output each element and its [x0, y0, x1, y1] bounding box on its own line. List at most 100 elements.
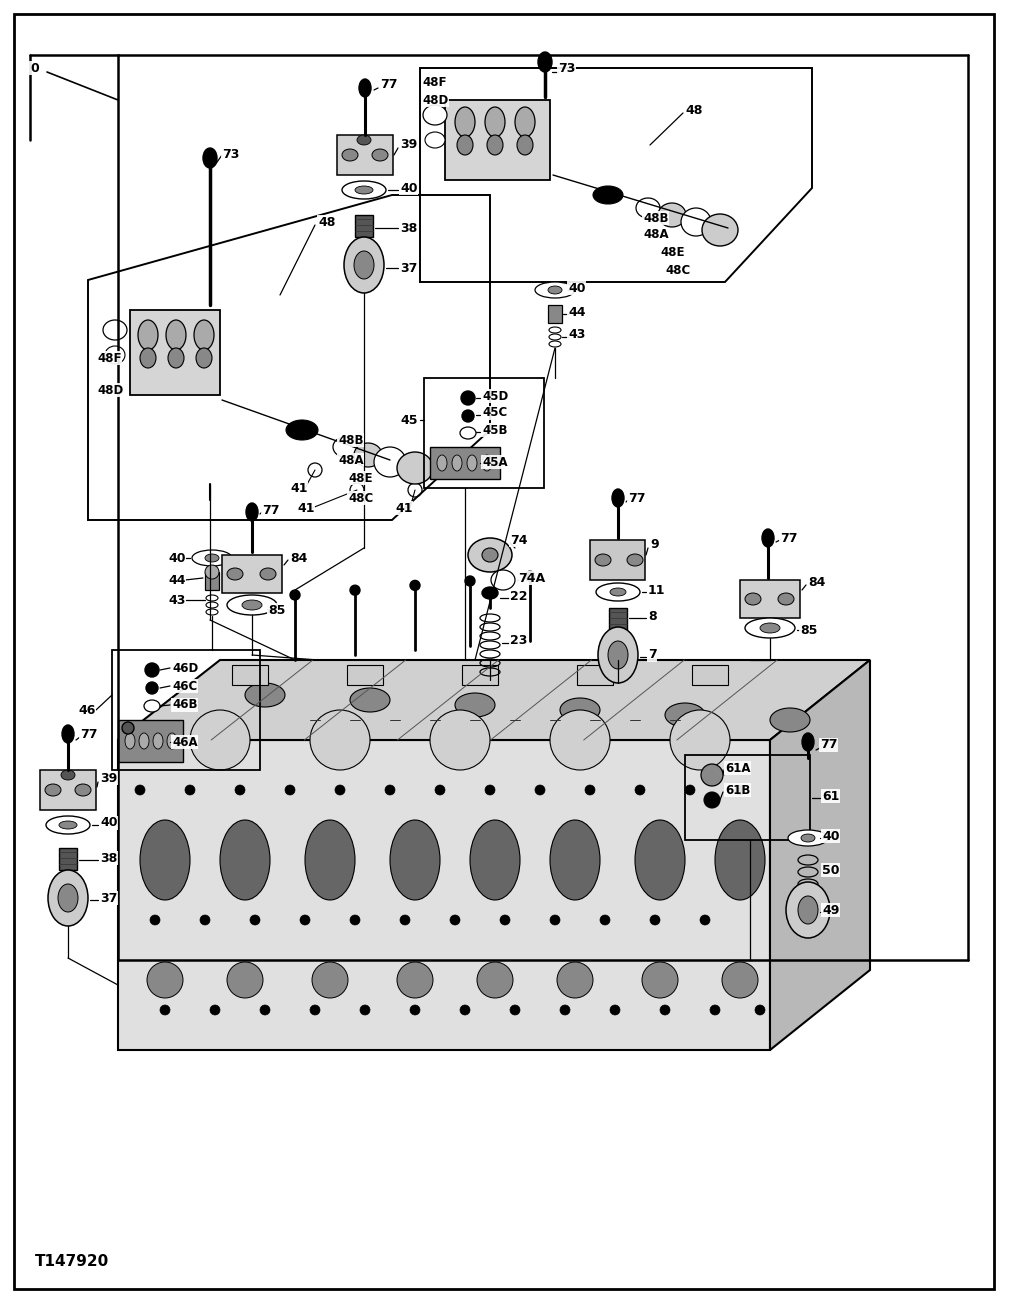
- Text: 85: 85: [800, 623, 817, 636]
- Ellipse shape: [372, 149, 388, 160]
- Bar: [445, 100, 550, 180]
- Circle shape: [704, 792, 720, 808]
- Circle shape: [400, 915, 410, 925]
- Ellipse shape: [194, 319, 214, 349]
- Ellipse shape: [192, 550, 232, 566]
- Circle shape: [250, 915, 260, 925]
- Circle shape: [190, 709, 250, 769]
- Ellipse shape: [467, 455, 477, 471]
- Polygon shape: [118, 739, 770, 1050]
- Circle shape: [462, 409, 474, 422]
- Ellipse shape: [487, 136, 503, 155]
- Circle shape: [385, 785, 395, 795]
- Text: 11: 11: [648, 583, 666, 596]
- Polygon shape: [118, 660, 870, 739]
- Ellipse shape: [45, 784, 61, 795]
- Ellipse shape: [627, 554, 643, 566]
- Text: 22: 22: [510, 591, 528, 604]
- Ellipse shape: [397, 962, 433, 998]
- Ellipse shape: [203, 147, 217, 168]
- Ellipse shape: [482, 587, 498, 599]
- Ellipse shape: [745, 618, 795, 638]
- Ellipse shape: [455, 692, 495, 717]
- Text: 73: 73: [558, 61, 575, 74]
- Circle shape: [500, 915, 510, 925]
- Bar: [462, 665, 498, 685]
- Text: 40: 40: [169, 552, 186, 565]
- Text: 45: 45: [400, 413, 418, 426]
- Ellipse shape: [786, 882, 830, 938]
- Circle shape: [350, 915, 360, 925]
- Ellipse shape: [196, 348, 212, 368]
- Circle shape: [145, 662, 159, 677]
- Circle shape: [600, 915, 610, 925]
- Ellipse shape: [468, 539, 512, 572]
- Circle shape: [335, 785, 345, 795]
- Circle shape: [585, 785, 595, 795]
- Ellipse shape: [642, 962, 678, 998]
- Text: 41: 41: [290, 481, 308, 494]
- Circle shape: [560, 1005, 570, 1015]
- Bar: [548, 305, 562, 323]
- Polygon shape: [770, 660, 870, 1050]
- Text: 46A: 46A: [172, 735, 198, 748]
- Ellipse shape: [205, 554, 219, 562]
- Circle shape: [135, 785, 145, 795]
- Ellipse shape: [355, 186, 373, 194]
- Ellipse shape: [801, 835, 815, 842]
- Text: 0: 0: [30, 61, 38, 74]
- Bar: [222, 556, 282, 593]
- Ellipse shape: [788, 831, 828, 846]
- Ellipse shape: [482, 548, 498, 562]
- Ellipse shape: [550, 820, 600, 900]
- Ellipse shape: [397, 452, 433, 484]
- Text: 48D: 48D: [97, 383, 123, 396]
- Bar: [112, 649, 260, 769]
- Text: 37: 37: [100, 892, 117, 905]
- Circle shape: [670, 709, 730, 769]
- Ellipse shape: [390, 820, 440, 900]
- Text: 49: 49: [822, 904, 839, 917]
- Text: 48: 48: [318, 215, 335, 228]
- Text: 40: 40: [100, 816, 117, 829]
- Text: 77: 77: [80, 729, 98, 742]
- Ellipse shape: [722, 962, 758, 998]
- Ellipse shape: [798, 896, 818, 925]
- Circle shape: [210, 1005, 220, 1015]
- Ellipse shape: [491, 570, 515, 589]
- Ellipse shape: [770, 708, 810, 732]
- Ellipse shape: [344, 237, 384, 293]
- Ellipse shape: [354, 443, 382, 467]
- Text: 46B: 46B: [172, 699, 198, 712]
- Circle shape: [700, 915, 710, 925]
- Ellipse shape: [227, 962, 263, 998]
- Circle shape: [510, 1005, 520, 1015]
- Ellipse shape: [140, 820, 190, 900]
- Text: 39: 39: [400, 138, 418, 151]
- Circle shape: [260, 1005, 270, 1015]
- Text: 85: 85: [268, 604, 286, 617]
- Text: 74: 74: [510, 533, 528, 546]
- Circle shape: [435, 785, 445, 795]
- Circle shape: [310, 1005, 320, 1015]
- Ellipse shape: [610, 588, 626, 596]
- Ellipse shape: [593, 186, 623, 203]
- Ellipse shape: [470, 820, 520, 900]
- Ellipse shape: [460, 426, 476, 439]
- Text: 41: 41: [297, 502, 315, 515]
- Text: 84: 84: [290, 552, 308, 565]
- Text: 45D: 45D: [482, 390, 509, 403]
- Ellipse shape: [560, 698, 600, 722]
- Ellipse shape: [455, 107, 475, 137]
- Text: 43: 43: [169, 593, 186, 606]
- Circle shape: [550, 915, 560, 925]
- Text: 48F: 48F: [422, 76, 447, 89]
- Text: 48C: 48C: [348, 492, 373, 505]
- Text: 61A: 61A: [725, 762, 751, 775]
- Text: 48A: 48A: [338, 454, 363, 467]
- Text: 38: 38: [400, 222, 418, 235]
- Ellipse shape: [595, 554, 611, 566]
- Ellipse shape: [75, 784, 91, 795]
- Ellipse shape: [166, 319, 186, 349]
- Ellipse shape: [760, 623, 780, 632]
